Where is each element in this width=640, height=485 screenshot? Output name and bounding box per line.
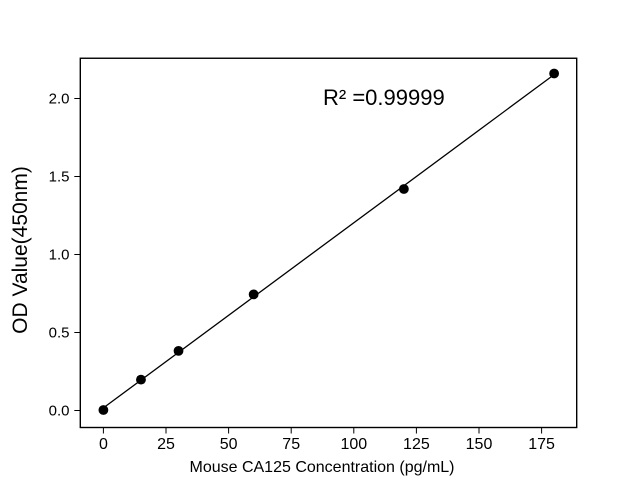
- svg-text:R² =0.99999: R² =0.99999: [323, 85, 445, 110]
- svg-text:75: 75: [282, 436, 300, 453]
- svg-text:50: 50: [220, 436, 238, 453]
- svg-text:150: 150: [466, 436, 493, 453]
- svg-text:2.0: 2.0: [49, 91, 70, 108]
- svg-text:1.0: 1.0: [49, 247, 70, 264]
- svg-text:1.5: 1.5: [49, 169, 70, 186]
- svg-text:25: 25: [157, 436, 175, 453]
- svg-text:175: 175: [528, 436, 555, 453]
- svg-text:125: 125: [403, 436, 430, 453]
- svg-text:0.0: 0.0: [49, 403, 70, 420]
- svg-text:Mouse CA125 Concentration (pg/: Mouse CA125 Concentration (pg/mL): [189, 459, 454, 476]
- svg-text:0.5: 0.5: [49, 325, 70, 342]
- svg-text:100: 100: [340, 436, 367, 453]
- svg-text:OD Value(450nm): OD Value(450nm): [9, 166, 32, 334]
- svg-text:0: 0: [99, 436, 108, 453]
